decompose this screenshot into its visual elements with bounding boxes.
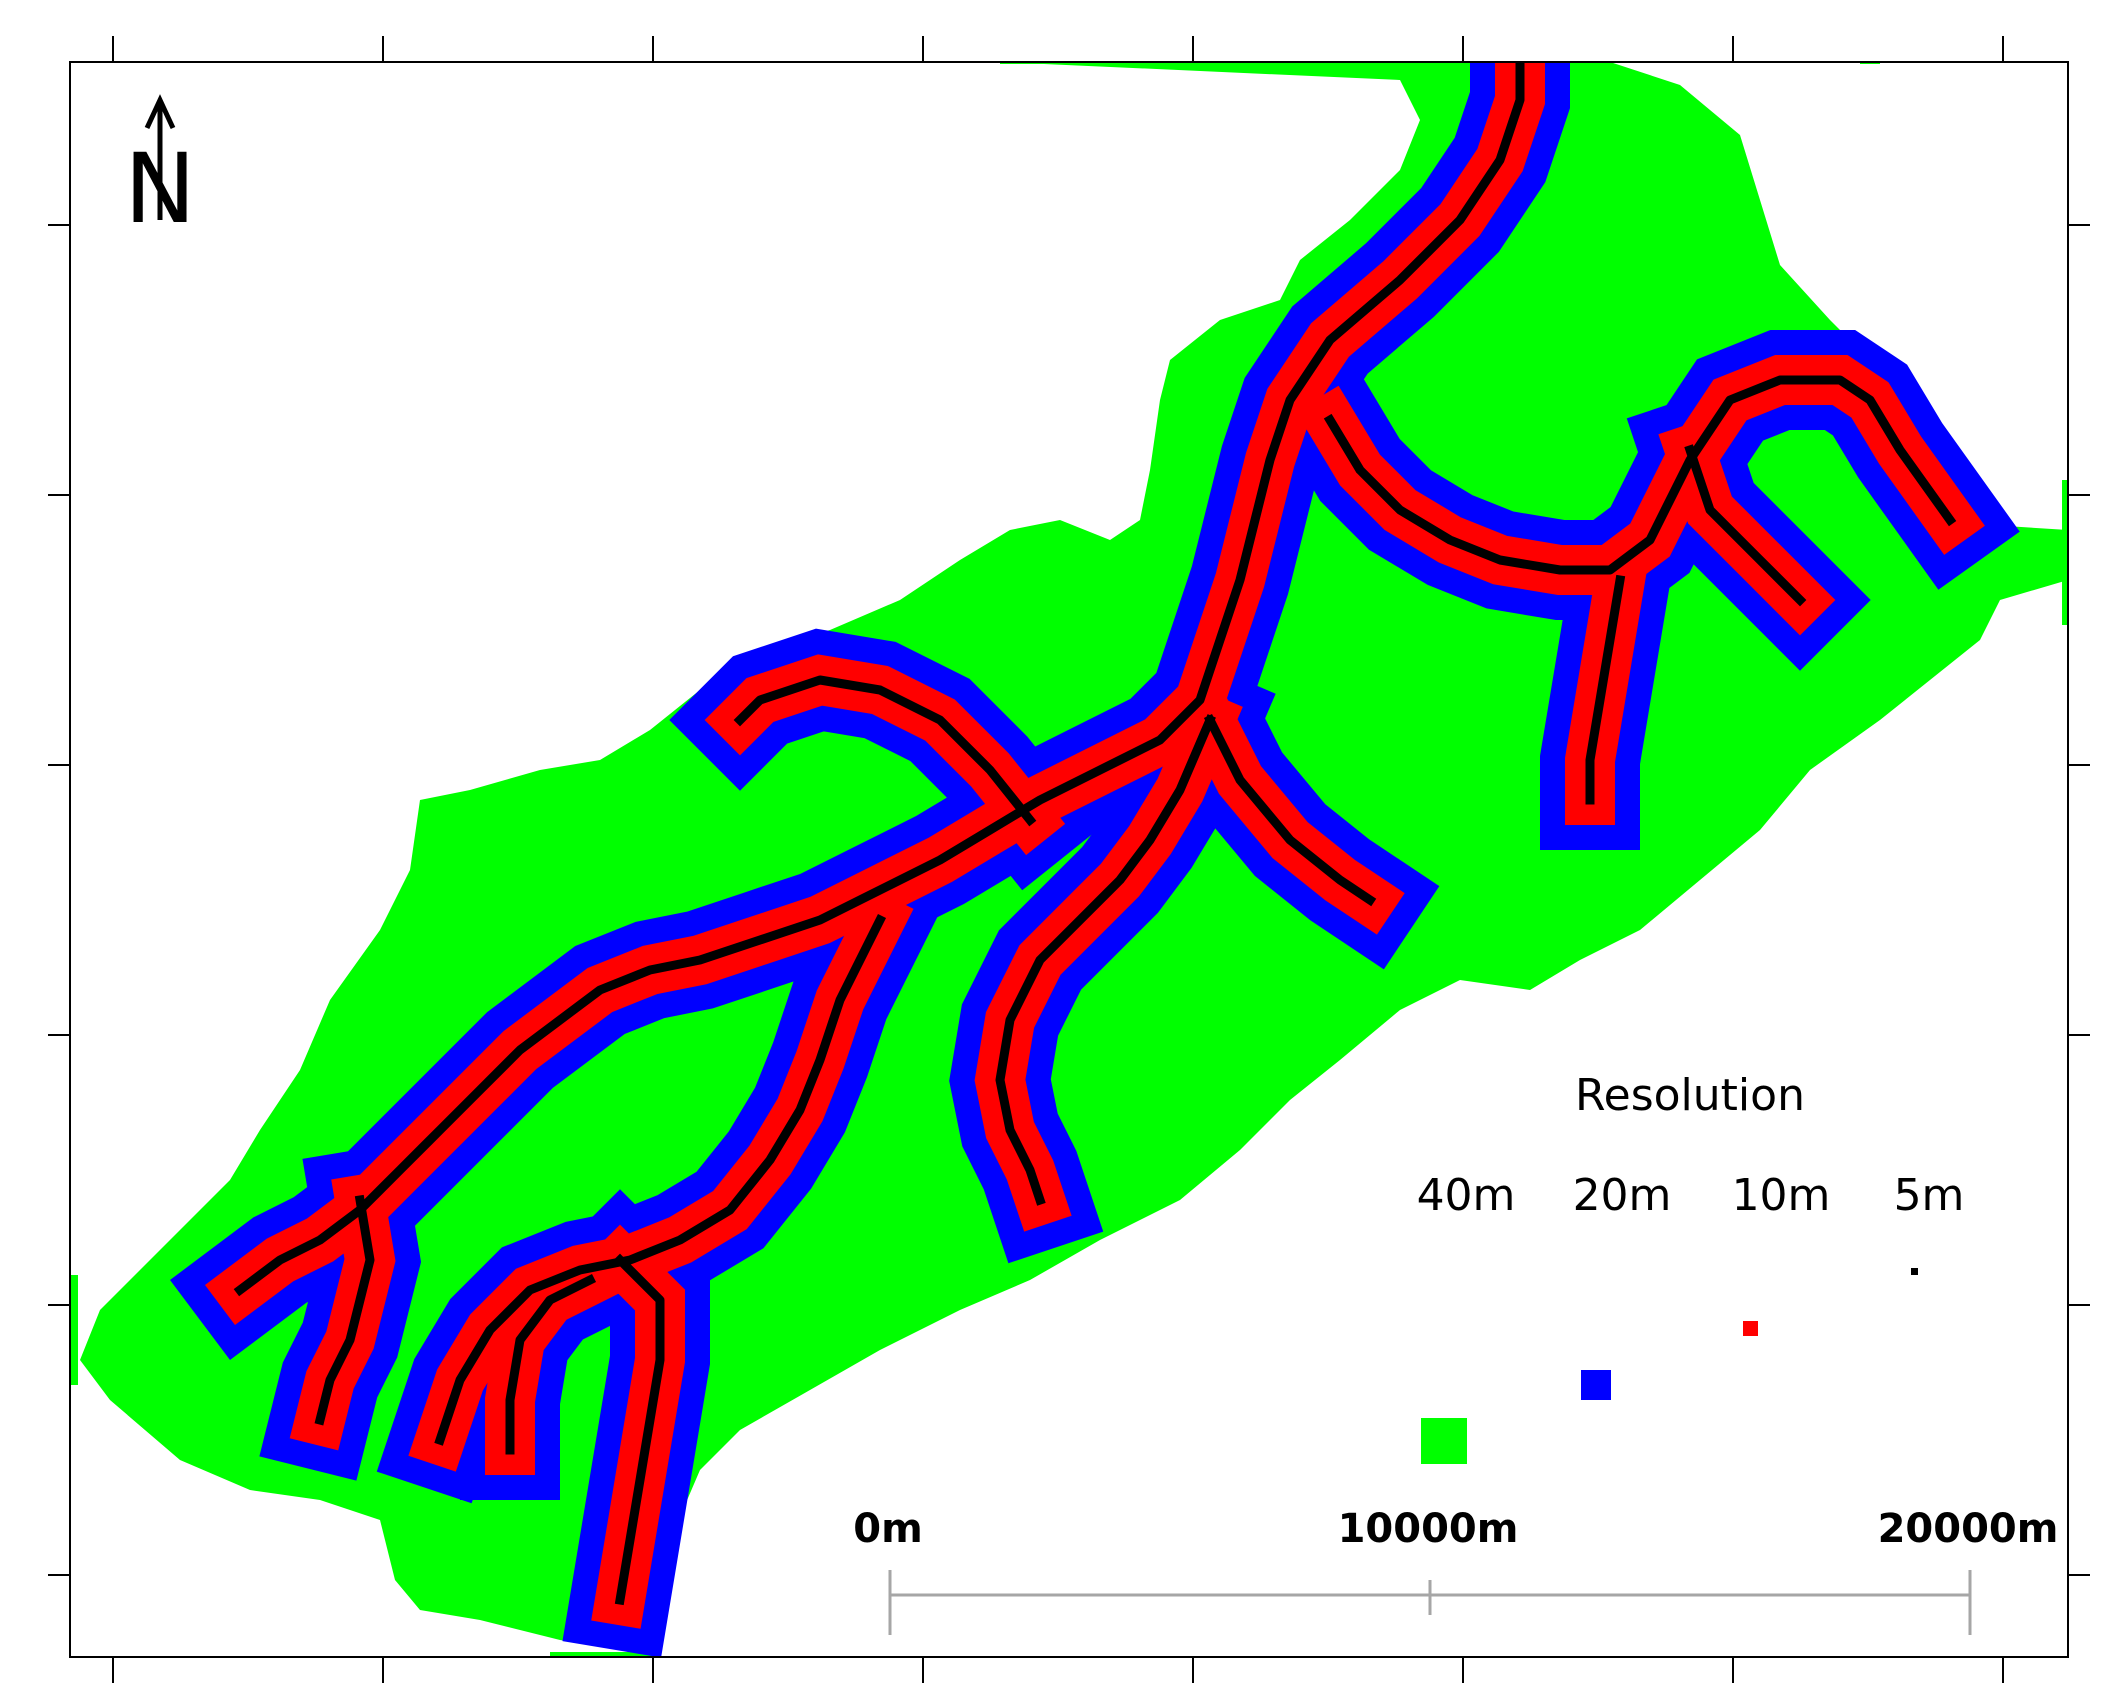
scale-label-0: 0m	[853, 1506, 923, 1552]
legend-label-10m: 10m	[1732, 1170, 1831, 1221]
scale-label-20000: 20000m	[1878, 1506, 2059, 1552]
map-frame	[69, 61, 2069, 1658]
legend-swatch-20m	[1581, 1370, 1611, 1400]
basin-edge-strip-bottom	[550, 1652, 660, 1657]
legend-swatch-5m	[1911, 1268, 1918, 1275]
basin-area-40m	[80, 62, 2068, 1648]
basin-edge-strip-left	[70, 1275, 78, 1385]
north-arrow-icon	[144, 94, 176, 220]
legend-label-20m: 20m	[1573, 1170, 1672, 1221]
basin-edge-strip-right	[2062, 480, 2068, 625]
frame-ticks	[48, 36, 2090, 1683]
legend-label-40m: 40m	[1417, 1170, 1516, 1221]
legend: Resolution 40m 20m 10m 5m	[1417, 1070, 1965, 1464]
north-letter: N	[124, 133, 196, 245]
legend-label-5m: 5m	[1894, 1170, 1965, 1221]
legend-title: Resolution	[1575, 1070, 1805, 1121]
stream-lines-5m	[233, 62, 1957, 1606]
scale-label-10000: 10000m	[1338, 1506, 1519, 1552]
legend-swatch-40m	[1421, 1418, 1467, 1464]
scale-bar: 0m 10000m 20000m	[853, 1506, 2058, 1635]
legend-swatch-10m	[1743, 1321, 1758, 1336]
